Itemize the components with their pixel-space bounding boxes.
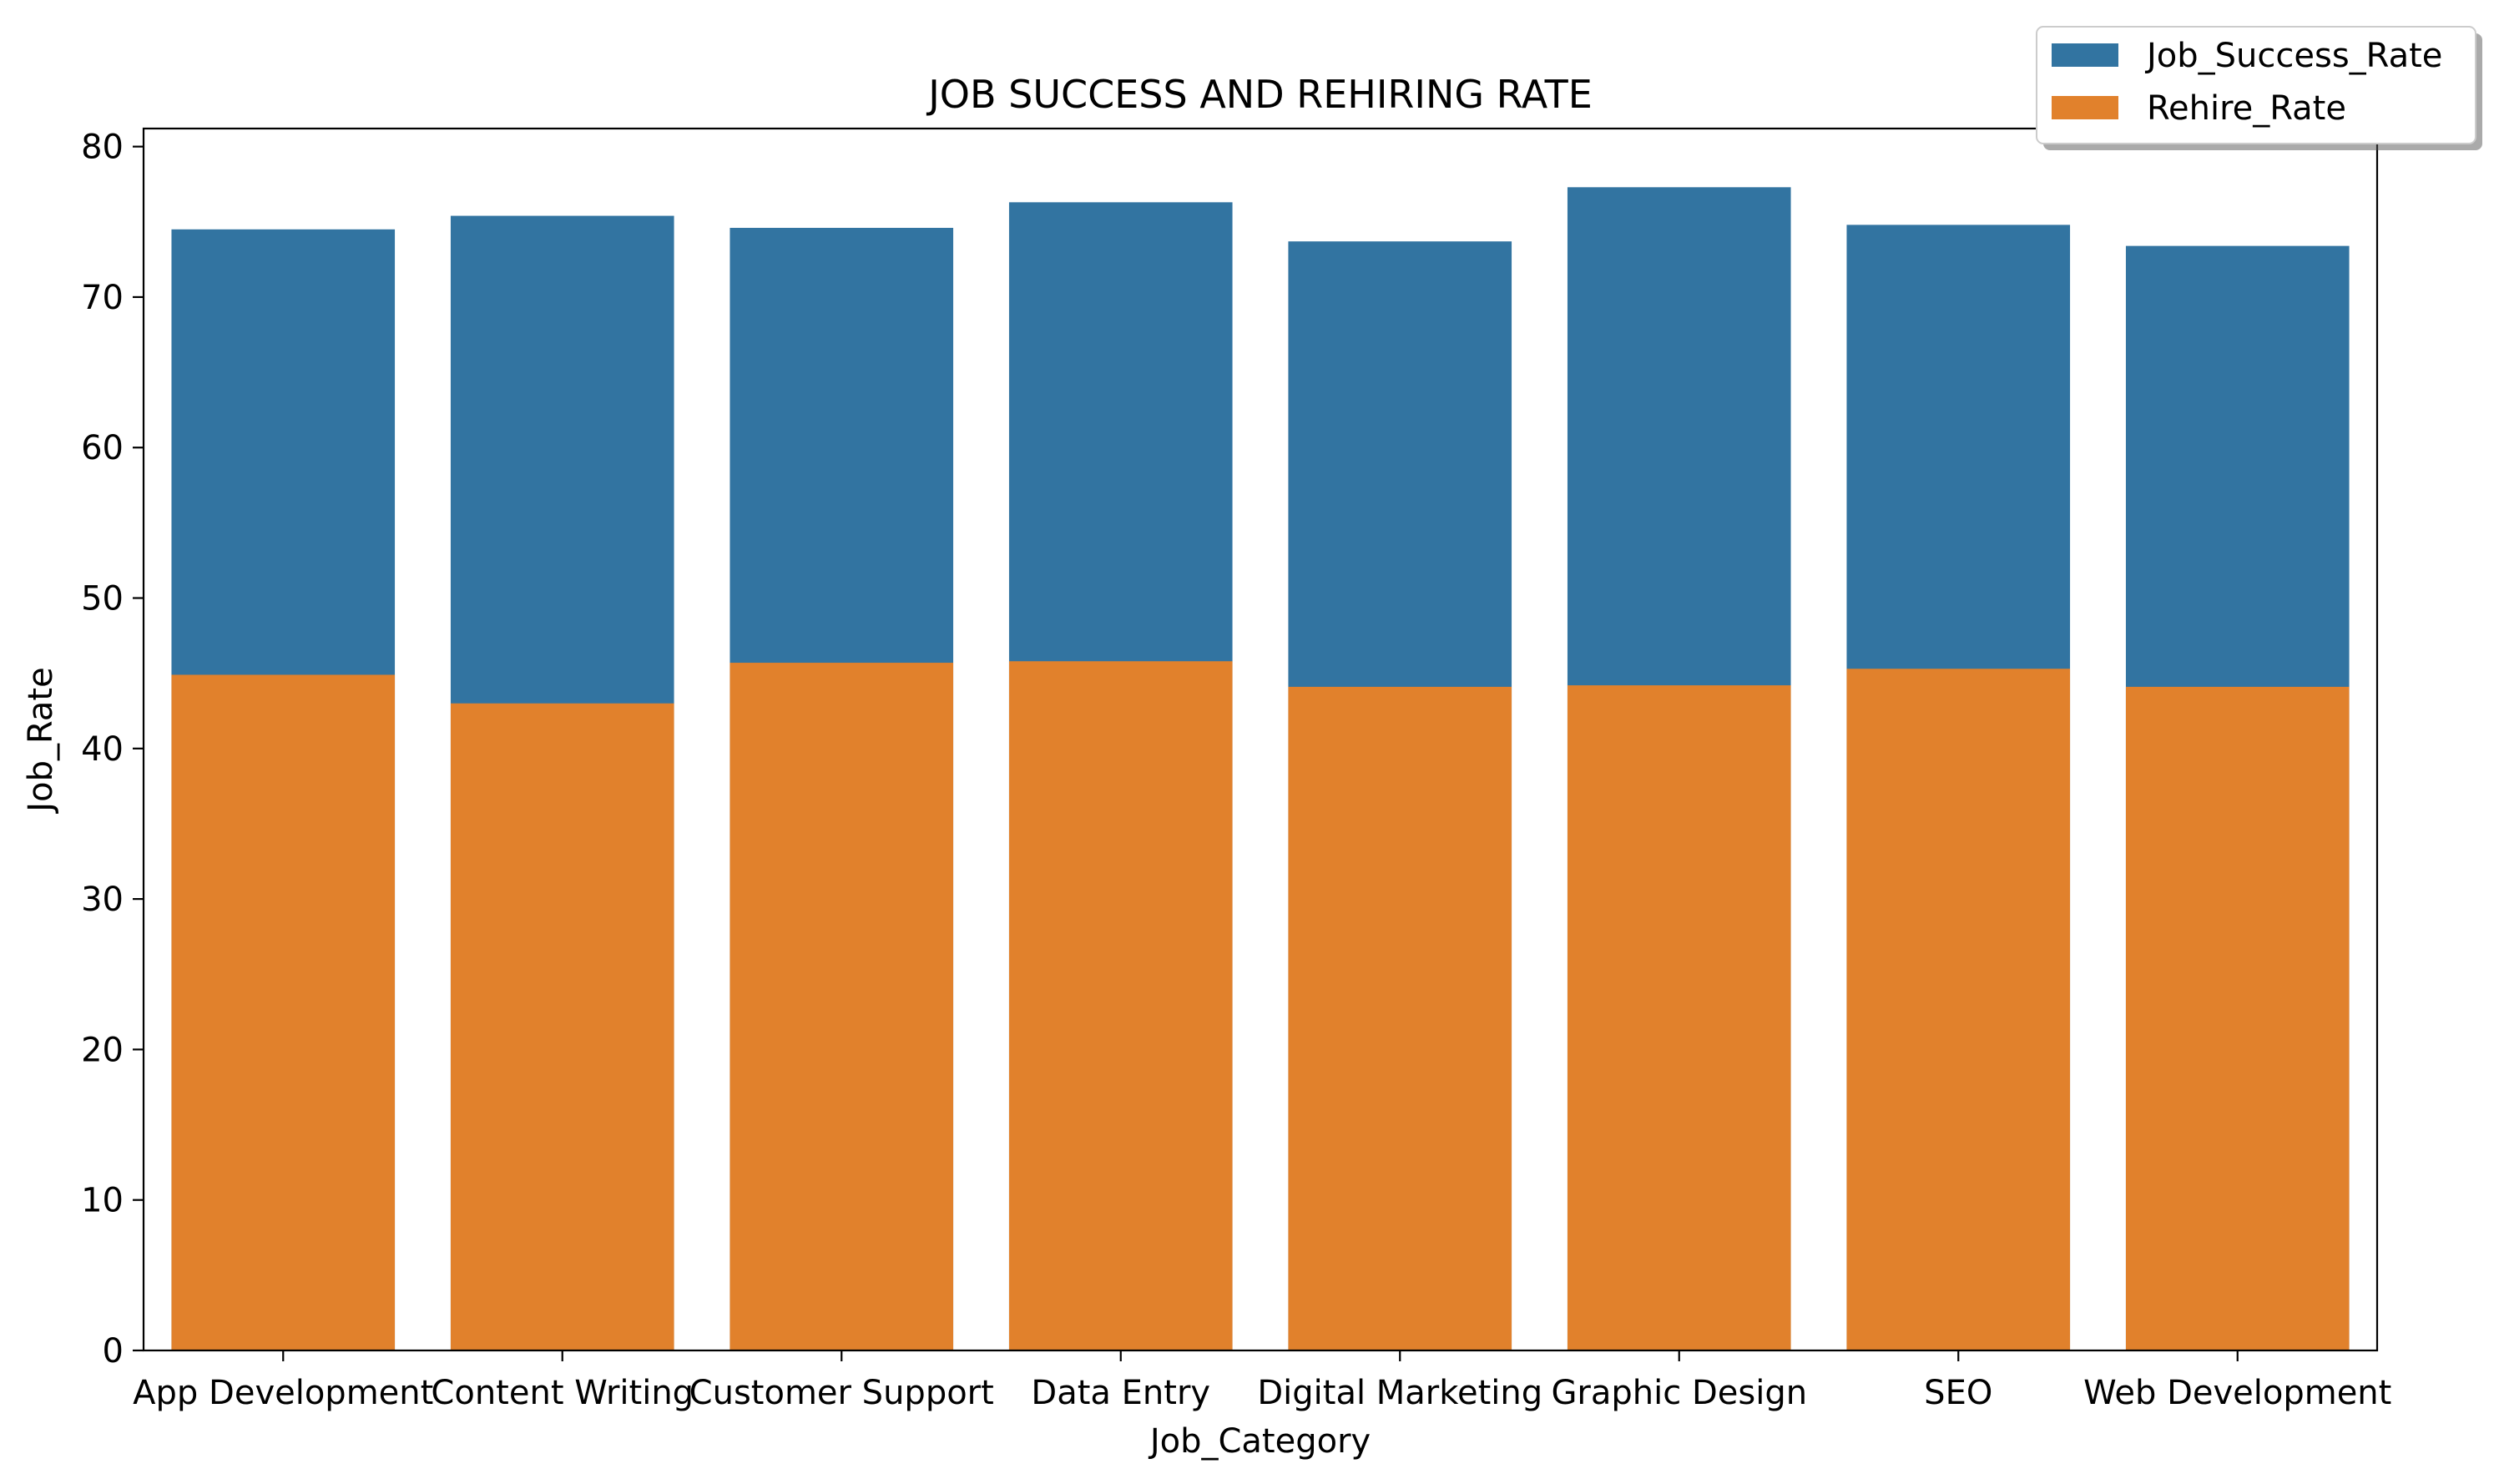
legend-box: [2036, 26, 2476, 144]
x-tick-label-1: Content Writing: [431, 1374, 694, 1412]
x-tick-label-5: Graphic Design: [1551, 1374, 1807, 1412]
bar-rehire-rate-3: [1008, 661, 1233, 1350]
bar-rehire-rate-6: [1846, 669, 2071, 1350]
legend: Job_Success_Rate Rehire_Rate: [2036, 26, 2482, 150]
y-axis-label: Job_Rate: [22, 667, 60, 814]
bar-rehire-rate-1: [450, 703, 674, 1350]
axes-frame: [142, 127, 2379, 1352]
bar-rehire-rate-0: [171, 674, 396, 1350]
legend-label-job-success-rate: Job_Success_Rate: [2144, 37, 2442, 75]
x-tick-label-0: App Development: [133, 1374, 433, 1412]
y-tick-label-7: 70: [81, 279, 124, 317]
y-tick-label-5: 50: [81, 580, 124, 618]
x-tick-label-7: Web Development: [2083, 1374, 2391, 1412]
y-tick-label-0: 0: [103, 1332, 124, 1370]
x-tick-label-2: Customer Support: [689, 1374, 994, 1412]
y-tick-label-2: 20: [81, 1031, 124, 1069]
x-tick-label-4: Digital Marketing: [1257, 1374, 1542, 1412]
bar-rehire-rate-5: [1567, 685, 1791, 1350]
chart-title: JOB SUCCESS AND REHIRING RATE: [926, 72, 1593, 117]
y-tick-label-1: 10: [81, 1182, 124, 1220]
x-tick-label-6: SEO: [1924, 1374, 1992, 1412]
legend-swatch-job-success-rate: [2052, 43, 2118, 67]
bars-layer: [171, 187, 2350, 1351]
axes-layer: 0 10 20 30 40 50 60 70 80 App DevelopmentContent …: [81, 127, 2391, 1412]
legend-swatch-rehire-rate: [2052, 96, 2118, 119]
x-tick-label-3: Data Entry: [1031, 1374, 1210, 1412]
y-tick-label-8: 80: [81, 129, 124, 167]
y-tick-label-6: 60: [81, 429, 124, 467]
y-tick-label-4: 40: [81, 730, 124, 769]
legend-label-rehire-rate: Rehire_Rate: [2147, 89, 2346, 128]
x-axis-label: Job_Category: [1148, 1422, 1371, 1461]
bar-rehire-rate-7: [2125, 686, 2350, 1350]
y-tick-label-3: 30: [81, 881, 124, 919]
bar-rehire-rate-2: [730, 663, 954, 1350]
bar-rehire-rate-4: [1288, 686, 1512, 1350]
